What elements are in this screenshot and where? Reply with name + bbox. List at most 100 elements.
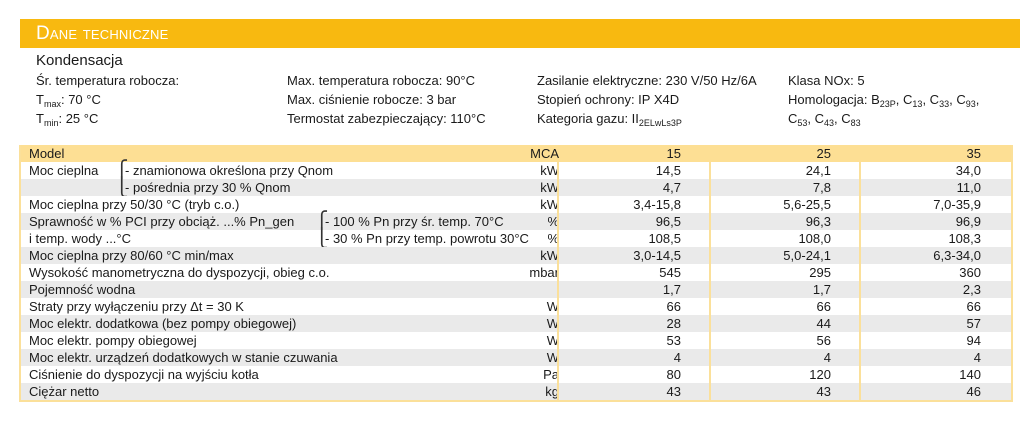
- code-base: C: [929, 92, 940, 107]
- code-base: C: [788, 111, 798, 126]
- section-header-bar: Dane techniczne: [20, 19, 1020, 48]
- code-sub: 33: [939, 99, 950, 109]
- value-model-25: 1,7: [812, 282, 831, 297]
- value-model-15: 28: [666, 316, 681, 331]
- value-model-15: 96,5: [655, 214, 681, 229]
- row-unit: W: [546, 316, 559, 331]
- table-row: Sprawność w % PCI przy obciąż. ...% Pn_g…: [21, 211, 1011, 231]
- homologation-line-2: C53, C43, C83: [788, 109, 979, 128]
- power-supply: Zasilanie elektryczne: 230 V/50 Hz/6A: [537, 73, 757, 88]
- row-label: i temp. wody ...°C: [29, 231, 132, 246]
- gas-category: Kategoria gazu: II2ELwLs3P: [537, 109, 757, 128]
- code-base: C: [841, 111, 851, 126]
- tmin-line: Tmin: 25 °C: [36, 109, 179, 128]
- row-unit: W: [546, 299, 559, 314]
- value-model-35: 34,0: [955, 163, 981, 178]
- homologation-code: C83: [841, 111, 861, 128]
- row-label: Moc elektr. urządzeń dodatkowych w stani…: [29, 350, 338, 365]
- row-unit: kg: [545, 384, 559, 399]
- value-model-25: 5,0-24,1: [783, 248, 831, 263]
- info-column-2: Max. temperatura robocza: 90°C Max. ciśn…: [287, 71, 486, 128]
- value-model-15: 4: [673, 350, 681, 365]
- value-model-25: 108,0: [798, 231, 831, 246]
- value-model-15: 1,7: [662, 282, 681, 297]
- row-label: Ciśnienie do dyspozycji na wyjściu kotła: [29, 367, 259, 382]
- row-unit: W: [546, 350, 559, 365]
- value-model-35: 360: [959, 265, 981, 280]
- code-sub: 83: [850, 118, 861, 128]
- value-model-35: 96,9: [955, 214, 981, 229]
- value-model-25: 24,1: [805, 163, 831, 178]
- table-row: Moc elektr. dodatkowa (bez pompy obiegow…: [21, 315, 1011, 332]
- row-unit: kW: [540, 197, 559, 212]
- value-model-15: 4,7: [662, 180, 681, 195]
- homologation-code: B23P,: [871, 92, 904, 109]
- code-sub: 23P: [879, 99, 896, 109]
- value-model-25: 5,6-25,5: [783, 197, 831, 212]
- column-divider: [709, 162, 711, 400]
- code-base: C: [956, 92, 966, 107]
- row-label: Straty przy wyłączeniu przy Δt = 30 K: [29, 299, 244, 314]
- value-model-35: 11,0: [956, 180, 981, 195]
- row-unit: %: [547, 231, 559, 246]
- value-model-35: 7,0-35,9: [933, 197, 981, 212]
- avg-temp-label: Śr. temperatura robocza:: [36, 73, 180, 88]
- homologation-label: Homologacja:: [788, 92, 872, 107]
- code-base: C: [814, 111, 825, 126]
- ip-rating: Stopień ochrony: IP X4D: [537, 92, 680, 107]
- value-model-25: 96,3: [805, 214, 831, 229]
- table-row: Pojemność wodnal1,71,72,3: [21, 281, 1011, 298]
- subtitle: Kondensacja: [36, 52, 123, 69]
- value-model-15: 14,5: [655, 163, 681, 178]
- value-model-15: 53: [666, 333, 681, 348]
- table-row: ⎩ - pośrednia przy 30 % Qnom kW 4,7 7,8 11,0: [21, 177, 1011, 197]
- table-header-row: Model MCA 15 25 35: [21, 145, 1011, 162]
- value-model-15: 80: [666, 367, 681, 382]
- row-unit: Pa: [543, 367, 559, 382]
- brace-icon: ⎩: [315, 228, 329, 248]
- code-base: C: [903, 92, 913, 107]
- value-model-25: 7,8: [812, 180, 831, 195]
- value-model-15: 43: [666, 384, 681, 399]
- row-label: Moc cieplna: [29, 163, 99, 178]
- tech-data-table: Model MCA 15 25 35 Moc cieplna ⎧ - znamion…: [19, 145, 1013, 402]
- gas-label: Kategoria gazu: II: [537, 111, 639, 126]
- row-sublabel: - 30 % Pn przy temp. powrotu 30°C: [325, 231, 529, 246]
- info-column-4: Klasa NOx: 5 Homologacja: B23P, C13, C33…: [788, 71, 979, 128]
- value-model-15: 545: [659, 265, 681, 280]
- header-mca: MCA: [530, 146, 559, 161]
- brace-icon: ⎧: [115, 160, 129, 180]
- table-row: Straty przy wyłączeniu przy Δt = 30 K W 66…: [21, 298, 1011, 315]
- table-row: i temp. wody ...°C ⎩ - 30 % Pn przy temp. …: [21, 228, 1011, 248]
- row-label: Moc elektr. dodatkowa (bez pompy obiegow…: [29, 316, 297, 331]
- tmax-t: T: [36, 92, 44, 107]
- value-model-35: 108,3: [948, 231, 981, 246]
- header-model-15: 15: [666, 146, 681, 161]
- row-unit: kW: [540, 248, 559, 263]
- value-model-35: 66: [966, 299, 981, 314]
- nox-class: Klasa NOx: 5: [788, 73, 865, 88]
- table-row: Moc cieplna przy 80/60 °C min/max kW 3,0-1…: [21, 247, 1011, 264]
- info-column-3: Zasilanie elektryczne: 230 V/50 Hz/6A St…: [537, 71, 757, 128]
- code-sub: 43: [824, 118, 835, 128]
- homologation-code: C43,: [814, 111, 842, 128]
- tmin-t: T: [36, 111, 44, 126]
- max-temp: Max. temperatura robocza: 90°C: [287, 73, 476, 88]
- value-model-25: 66: [816, 299, 831, 314]
- brace-icon: ⎧: [315, 211, 329, 231]
- section-title: Dane techniczne: [36, 23, 169, 44]
- table-row: Moc cieplna ⎧ - znamionowa określona przy …: [21, 160, 1011, 180]
- header-model: Model: [29, 146, 65, 161]
- row-sublabel: - 100 % Pn przy śr. temp. 70°C: [325, 214, 504, 229]
- table-row: Ciężar netto kg 43 43 46: [21, 383, 1011, 400]
- value-model-25: 43: [816, 384, 831, 399]
- table-row: Moc elektr. pompy obiegowej W 53 56 94: [21, 332, 1011, 349]
- tmax-line: Tmax: 70 °C: [36, 90, 179, 109]
- table-row: Moc cieplna przy 50/30 °C (tryb c.o.) kW 3…: [21, 196, 1011, 213]
- row-unit: kW: [540, 180, 559, 195]
- row-label: Ciężar netto: [29, 384, 100, 399]
- row-label: Moc cieplna przy 50/30 °C (tryb c.o.): [29, 197, 240, 212]
- row-unit: mbar: [529, 265, 559, 280]
- brace-icon: ⎩: [115, 177, 129, 197]
- column-divider: [557, 162, 559, 400]
